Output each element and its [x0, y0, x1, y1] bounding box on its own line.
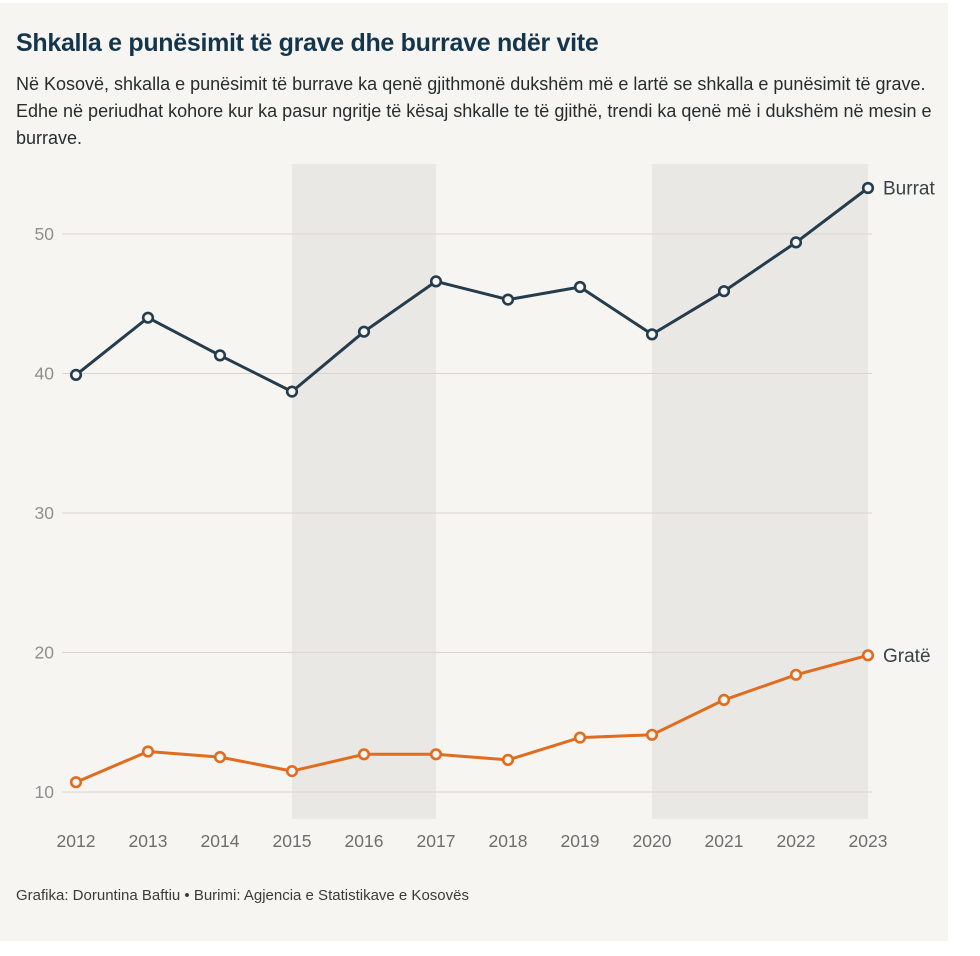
point-grat-2015[interactable]: [285, 764, 299, 778]
point-burrat-2019[interactable]: [573, 280, 587, 294]
y-tick-label: 30: [35, 503, 55, 523]
x-tick-label: 2014: [201, 831, 240, 851]
x-tick-label: 2021: [705, 831, 744, 851]
line-grat: [74, 653, 870, 784]
point-burrat-2017[interactable]: [429, 275, 443, 288]
chart-svg: 10 20 30 40 50 2012 2013 2014 2015 2016 2017 2018 20…: [35, 164, 935, 851]
point-grat-2012[interactable]: [69, 776, 83, 789]
x-tick-label: 2016: [345, 831, 384, 851]
x-tick-label: 2015: [273, 831, 312, 851]
point-burrat-2023[interactable]: [861, 181, 875, 195]
line-burrat: [74, 186, 870, 394]
point-grat-2014[interactable]: [213, 750, 227, 764]
x-tick-label: 2022: [777, 831, 816, 851]
point-grat-2022[interactable]: [789, 668, 803, 681]
point-grat-2013[interactable]: [141, 745, 155, 758]
point-grat-2020[interactable]: [645, 728, 659, 741]
x-tick-label: 2023: [849, 831, 888, 851]
point-burrat-2016[interactable]: [357, 325, 371, 338]
point-burrat-2022[interactable]: [789, 236, 803, 249]
x-tick-label: 2013: [129, 831, 168, 851]
point-grat-2023[interactable]: [861, 649, 875, 662]
chart-description: Në Kosovë, shkalla e punësimit të burrav…: [16, 74, 932, 148]
y-tick-label: 40: [35, 364, 55, 384]
x-tick-label: 2017: [417, 831, 456, 851]
point-burrat-2020[interactable]: [645, 328, 659, 341]
point-grat-2021[interactable]: [717, 693, 731, 707]
chart-title: Shkalla e punësimit të grave dhe burrave…: [16, 29, 599, 57]
x-tick-label: 2018: [489, 831, 528, 851]
y-tick-label: 50: [35, 224, 55, 244]
point-burrat-2018[interactable]: [501, 293, 515, 306]
point-burrat-2013[interactable]: [141, 311, 155, 324]
point-grat-2016[interactable]: [357, 748, 371, 761]
x-tick-label: 2019: [561, 831, 600, 851]
highlight-band-2: [652, 164, 868, 819]
line-chart: 10 20 30 40 50 2012 2013 2014 2015 2016 2017 2018 20…: [16, 159, 935, 876]
series-label-grat: Gratë: [883, 646, 931, 667]
point-burrat-2014[interactable]: [213, 349, 227, 362]
point-burrat-2021[interactable]: [717, 285, 731, 298]
point-burrat-2015[interactable]: [285, 385, 299, 398]
chart-card: Shkalla e punësimit të grave dhe burrave…: [0, 3, 948, 941]
y-tick-label: 10: [35, 782, 55, 802]
point-grat-2019[interactable]: [573, 731, 587, 744]
point-burrat-2012[interactable]: [69, 368, 83, 381]
point-grat-2017[interactable]: [429, 748, 443, 761]
series-label-burrat: Burrat: [883, 179, 935, 200]
highlight-band-1: [292, 164, 436, 819]
x-tick-label: 2020: [633, 831, 672, 851]
x-tick-label: 2012: [57, 831, 96, 851]
point-grat-2018[interactable]: [501, 753, 515, 767]
source-credit: Grafika: Doruntina Baftiu • Burimi: Agje…: [16, 887, 469, 904]
y-tick-label: 20: [35, 643, 55, 663]
